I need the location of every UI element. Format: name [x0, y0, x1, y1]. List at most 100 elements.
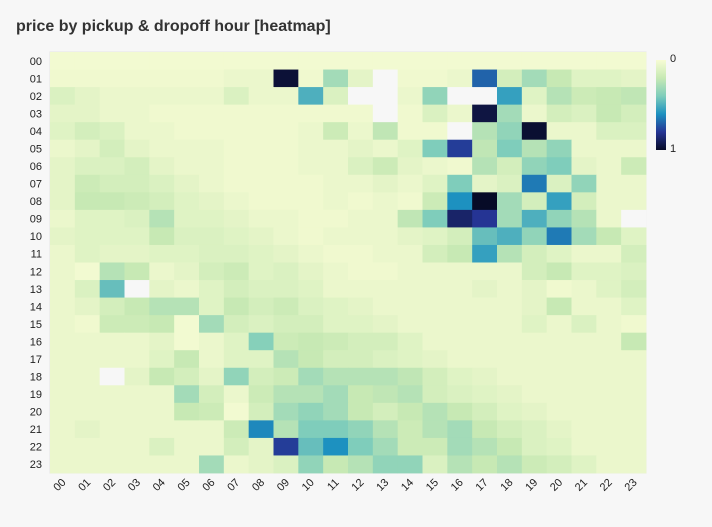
heatmap-cell — [472, 385, 498, 404]
y-tick-label: 17 — [30, 354, 42, 366]
heatmap-cell — [273, 122, 299, 141]
heatmap-cell — [571, 139, 597, 158]
x-tick-label: 09 — [275, 477, 292, 494]
heatmap-cell — [298, 174, 324, 193]
heatmap-cell — [397, 174, 423, 193]
heatmap-cell — [521, 122, 548, 141]
heatmap-cell — [621, 315, 647, 334]
heatmap-cell — [174, 350, 200, 369]
heatmap-cell — [223, 192, 250, 211]
heatmap-cell — [571, 315, 597, 334]
heatmap-cell — [298, 227, 324, 246]
heatmap-cell — [521, 52, 548, 70]
heatmap-cell — [596, 367, 622, 386]
heatmap-cell — [323, 420, 349, 439]
heatmap-cell — [447, 209, 473, 228]
x-tick-label: 02 — [101, 477, 118, 494]
heatmap-cell — [149, 455, 175, 474]
heatmap-cell — [422, 437, 448, 456]
heatmap-cell — [546, 437, 572, 456]
heatmap-cell — [521, 297, 548, 316]
heatmap-cell — [99, 69, 125, 88]
heatmap-cell — [223, 455, 250, 474]
heatmap-cell — [521, 315, 548, 334]
heatmap-cell — [323, 209, 349, 228]
heatmap-cell — [50, 315, 76, 334]
heatmap-cell — [174, 174, 200, 193]
heatmap-cell — [223, 52, 250, 70]
heatmap-cell — [323, 122, 349, 141]
heatmap-cell — [298, 350, 324, 369]
heatmap-cell — [546, 104, 572, 123]
y-tick-label: 23 — [30, 459, 42, 471]
heatmap-cell — [149, 192, 175, 211]
heatmap-cell — [521, 262, 548, 281]
heatmap-cell — [472, 157, 498, 176]
heatmap-cell — [571, 437, 597, 456]
heatmap-cell — [74, 69, 101, 88]
heatmap-cell — [621, 209, 647, 228]
heatmap-cell — [571, 174, 597, 193]
heatmap-cell — [248, 332, 274, 351]
heatmap-cell — [422, 52, 448, 70]
heatmap-cell — [472, 139, 498, 158]
heatmap-cell — [149, 315, 175, 334]
heatmap-cell — [74, 420, 101, 439]
x-tick-label: 16 — [449, 477, 466, 494]
heatmap-cell — [521, 420, 548, 439]
heatmap-cell — [447, 122, 473, 141]
heatmap-cell — [422, 122, 448, 141]
heatmap-cell — [372, 437, 399, 456]
heatmap-cell — [298, 244, 324, 263]
heatmap-cell — [248, 87, 274, 106]
heatmap-cell — [174, 437, 200, 456]
heatmap-cell — [199, 139, 225, 158]
heatmap-cell — [497, 157, 523, 176]
heatmap-cell — [99, 297, 125, 316]
heatmap-cell — [472, 262, 498, 281]
heatmap-cell — [397, 280, 423, 298]
heatmap-cell — [472, 297, 498, 316]
heatmap-cell — [99, 157, 125, 176]
heatmap-cell — [521, 350, 548, 369]
heatmap-cell — [447, 87, 473, 106]
heatmap-cell — [397, 87, 423, 106]
heatmap-cell — [99, 332, 125, 351]
heatmap-cell — [447, 69, 473, 88]
heatmap-cell — [596, 122, 622, 141]
heatmap-cell — [596, 69, 622, 88]
heatmap-cell — [174, 402, 200, 421]
heatmap-cell — [497, 174, 523, 193]
heatmap-cell — [99, 367, 125, 386]
x-tick-label: 11 — [325, 477, 342, 494]
x-axis-ticks: 00 01 02 03 04 05 06 07 08 09 10 11 12 13 14 15 16 17 18 19… — [51, 477, 639, 494]
heatmap-cell — [521, 227, 548, 246]
heatmap-cell — [521, 139, 548, 158]
heatmap-cell — [273, 244, 299, 263]
heatmap-cell — [422, 385, 448, 404]
heatmap-cell — [74, 437, 101, 456]
heatmap-cell — [621, 104, 647, 123]
x-tick-label: 23 — [623, 477, 640, 494]
heatmap-cell — [273, 139, 299, 158]
heatmap-cell — [596, 244, 622, 263]
heatmap-cell — [174, 332, 200, 351]
heatmap-cell — [472, 420, 498, 439]
heatmap-cell — [497, 315, 523, 334]
heatmap-cell — [497, 244, 523, 263]
heatmap-cell — [50, 402, 76, 421]
heatmap-cell — [397, 437, 423, 456]
heatmap-cell — [521, 69, 548, 88]
heatmap-cell — [621, 437, 647, 456]
heatmap-cell — [149, 174, 175, 193]
heatmap-cell — [596, 332, 622, 351]
heatmap-cell — [298, 52, 324, 70]
x-tick-label: 13 — [374, 477, 391, 494]
heatmap-cell — [223, 139, 250, 158]
heatmap-cell — [447, 402, 473, 421]
heatmap-cell — [174, 297, 200, 316]
heatmap-cell — [199, 122, 225, 141]
heatmap-cell — [74, 174, 101, 193]
heatmap-cell — [273, 87, 299, 106]
heatmap-cell — [298, 69, 324, 88]
